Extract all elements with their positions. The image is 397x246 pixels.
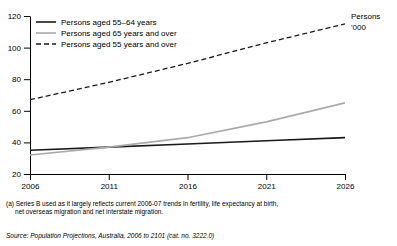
series-line (30, 24, 345, 100)
tick-label: 2021 (258, 182, 276, 191)
tick-mark (24, 79, 30, 80)
legend-label: Persons aged 65 years and over (61, 29, 177, 38)
tick-mark (24, 142, 30, 143)
tick-mark (188, 174, 189, 180)
tick-label: 40 (12, 138, 21, 147)
tick-label: 20 (12, 170, 21, 179)
tick-label: 60 (12, 107, 21, 116)
tick-label: 2006 (22, 182, 40, 191)
tick-mark (345, 174, 346, 180)
y-unit: '000 (351, 23, 366, 32)
tick: 2026 (337, 174, 355, 191)
tick-mark (109, 174, 110, 180)
tick: 2006 (22, 174, 40, 191)
series-line (30, 103, 345, 155)
legend-swatch (36, 21, 56, 23)
legend-label: Persons aged 55–64 years (61, 18, 157, 27)
tick: 2016 (179, 174, 197, 191)
legend-swatch (36, 43, 56, 44)
tick: 40 (12, 138, 30, 147)
tick-mark (24, 174, 30, 175)
tick-mark (24, 48, 30, 49)
plot: 2006 2011 2016 2021 2026 20 40 60 80 100 120 Person… (8, 12, 355, 191)
legend: Persons aged 55–64 years Persons aged 65 … (36, 18, 177, 49)
tick-label: 120 (8, 12, 22, 21)
y-label: Persons (351, 12, 380, 21)
chart: 2006 2011 2016 2021 2026 20 40 60 80 100 120 Person… (0, 0, 397, 246)
legend-swatch (36, 32, 56, 34)
tick: 2011 (101, 174, 119, 191)
tick: 20 (12, 170, 30, 179)
tick: 120 (8, 12, 30, 21)
lines (30, 24, 345, 155)
tick: 60 (12, 107, 30, 116)
tick-label: 2011 (101, 182, 119, 191)
tick: 2021 (258, 174, 276, 191)
x-axis: 2006 2011 2016 2021 2026 (22, 174, 355, 191)
tick: 100 (8, 44, 30, 53)
tick-mark (266, 174, 267, 180)
legend-item: Persons aged 65 years and over (36, 29, 177, 38)
legend-item: Persons aged 55 years and over (36, 40, 177, 49)
tick-label: 2026 (337, 182, 355, 191)
legend-label: Persons aged 55 years and over (61, 40, 177, 49)
series-line (30, 138, 345, 151)
y-axis: 20 40 60 80 100 120 (8, 12, 31, 179)
source: Source: Population Projections, Australi… (6, 232, 214, 240)
tick-mark (24, 111, 30, 112)
tick-label: 80 (12, 75, 21, 84)
tick-mark (30, 174, 31, 180)
legend-item: Persons aged 55–64 years (36, 18, 157, 27)
tick: 80 (12, 75, 30, 84)
tick-label: 2016 (179, 182, 197, 191)
footnote: (a) Series B used as it largely reflects… (6, 200, 278, 216)
tick-mark (24, 16, 30, 17)
tick-label: 100 (8, 44, 22, 53)
